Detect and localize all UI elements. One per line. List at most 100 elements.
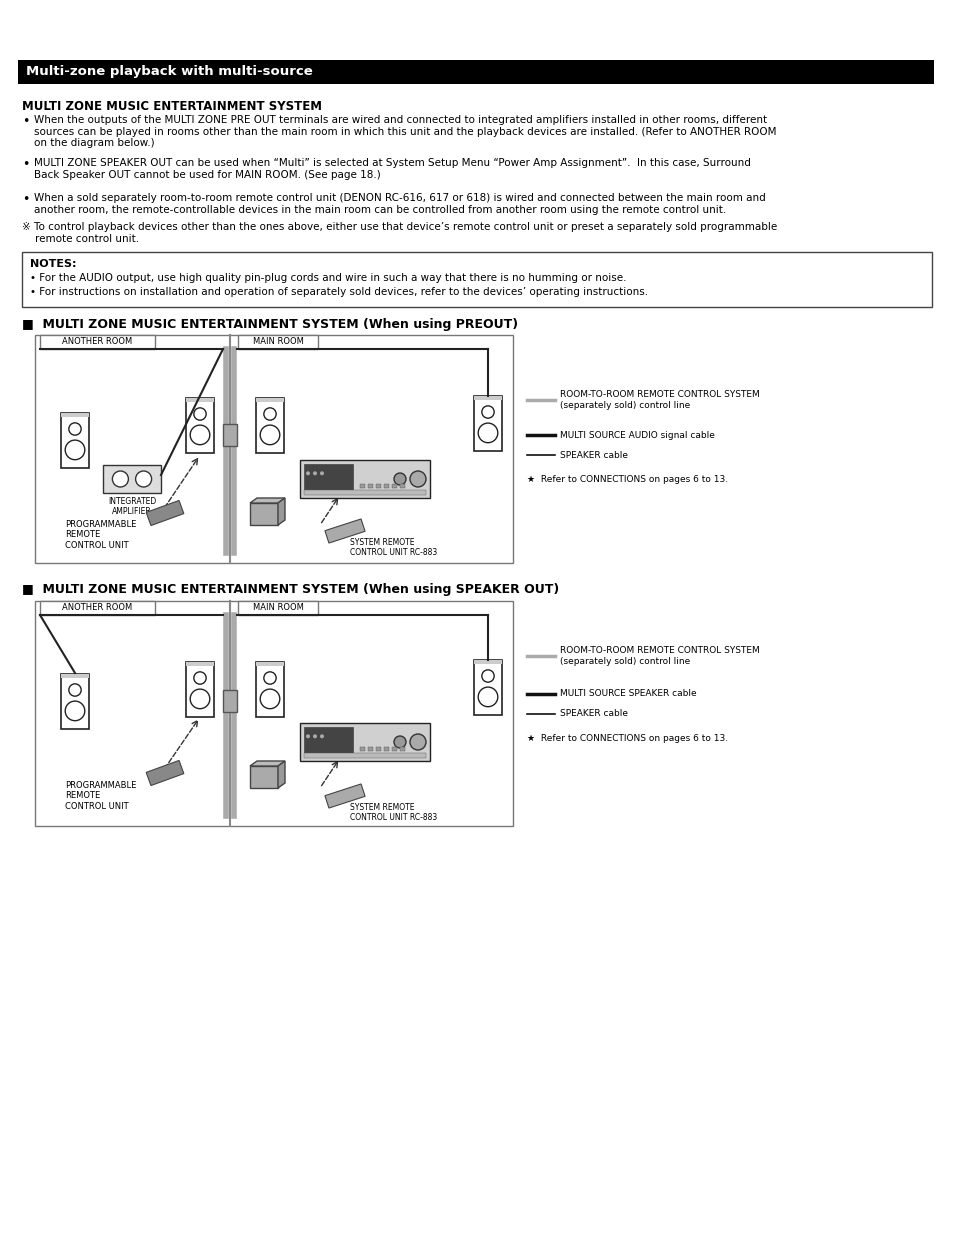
Polygon shape bbox=[277, 761, 285, 788]
Bar bbox=[359, 747, 365, 751]
Bar bbox=[40, 335, 154, 349]
Bar bbox=[359, 484, 365, 489]
Text: MAIN ROOM: MAIN ROOM bbox=[253, 338, 303, 346]
Bar bbox=[304, 464, 353, 492]
Circle shape bbox=[264, 672, 275, 684]
Circle shape bbox=[190, 426, 210, 444]
Circle shape bbox=[193, 672, 206, 684]
Bar bbox=[186, 397, 213, 402]
Polygon shape bbox=[146, 501, 184, 526]
Circle shape bbox=[190, 689, 210, 709]
Text: PROGRAMMABLE
REMOTE
CONTROL UNIT: PROGRAMMABLE REMOTE CONTROL UNIT bbox=[65, 520, 136, 549]
Text: PROGRAMMABLE
REMOTE
CONTROL UNIT: PROGRAMMABLE REMOTE CONTROL UNIT bbox=[65, 781, 136, 810]
Polygon shape bbox=[250, 499, 285, 503]
Bar bbox=[299, 722, 430, 761]
Circle shape bbox=[112, 471, 129, 487]
Text: ROOM-TO-ROOM REMOTE CONTROL SYSTEM
(separately sold) control line: ROOM-TO-ROOM REMOTE CONTROL SYSTEM (sepa… bbox=[559, 646, 759, 666]
Bar bbox=[61, 673, 89, 678]
Bar bbox=[299, 460, 430, 499]
Bar bbox=[392, 747, 396, 751]
Text: •: • bbox=[22, 158, 30, 171]
Circle shape bbox=[306, 471, 310, 475]
Bar bbox=[255, 397, 284, 453]
Bar bbox=[368, 484, 373, 489]
Text: MAIN ROOM: MAIN ROOM bbox=[253, 604, 303, 612]
Text: MULTI SOURCE SPEAKER cable: MULTI SOURCE SPEAKER cable bbox=[559, 689, 696, 699]
Bar bbox=[384, 484, 389, 489]
Bar bbox=[237, 335, 317, 349]
Text: MULTI ZONE MUSIC ENTERTAINMENT SYSTEM: MULTI ZONE MUSIC ENTERTAINMENT SYSTEM bbox=[22, 100, 322, 113]
Bar bbox=[61, 412, 89, 468]
Text: ROOM-TO-ROOM REMOTE CONTROL SYSTEM
(separately sold) control line: ROOM-TO-ROOM REMOTE CONTROL SYSTEM (sepa… bbox=[559, 391, 759, 409]
Text: ★  Refer to CONNECTIONS on pages 6 to 13.: ★ Refer to CONNECTIONS on pages 6 to 13. bbox=[526, 734, 727, 743]
Bar bbox=[474, 396, 501, 450]
Circle shape bbox=[477, 687, 497, 706]
Bar bbox=[61, 412, 89, 417]
Text: When a sold separately room-to-room remote control unit (DENON RC-616, 617 or 61: When a sold separately room-to-room remo… bbox=[34, 193, 765, 214]
Circle shape bbox=[319, 735, 324, 738]
Text: • For instructions on installation and operation of separately sold devices, ref: • For instructions on installation and o… bbox=[30, 287, 647, 297]
Bar bbox=[22, 252, 931, 307]
Text: ★  Refer to CONNECTIONS on pages 6 to 13.: ★ Refer to CONNECTIONS on pages 6 to 13. bbox=[526, 475, 727, 484]
Text: SYSTEM REMOTE
CONTROL UNIT RC-883: SYSTEM REMOTE CONTROL UNIT RC-883 bbox=[350, 538, 436, 558]
Polygon shape bbox=[325, 520, 365, 543]
Circle shape bbox=[193, 408, 206, 421]
Polygon shape bbox=[277, 499, 285, 524]
Bar bbox=[255, 662, 284, 666]
Bar bbox=[255, 397, 284, 402]
Bar bbox=[255, 662, 284, 716]
Bar bbox=[392, 484, 396, 489]
Circle shape bbox=[481, 406, 494, 418]
Bar bbox=[304, 753, 426, 758]
Bar bbox=[304, 727, 353, 755]
Text: •: • bbox=[22, 193, 30, 207]
Text: NOTES:: NOTES: bbox=[30, 259, 76, 268]
Text: ■  MULTI ZONE MUSIC ENTERTAINMENT SYSTEM (When using SPEAKER OUT): ■ MULTI ZONE MUSIC ENTERTAINMENT SYSTEM … bbox=[22, 583, 558, 596]
Bar bbox=[186, 397, 213, 453]
Bar bbox=[375, 484, 380, 489]
Circle shape bbox=[65, 440, 85, 460]
Text: When the outputs of the MULTI ZONE PRE OUT terminals are wired and connected to : When the outputs of the MULTI ZONE PRE O… bbox=[34, 115, 776, 148]
Bar bbox=[474, 659, 501, 715]
Circle shape bbox=[260, 426, 279, 444]
Bar bbox=[40, 601, 154, 615]
Circle shape bbox=[135, 471, 152, 487]
Text: SPEAKER cable: SPEAKER cable bbox=[559, 450, 627, 459]
Polygon shape bbox=[146, 761, 184, 785]
Bar bbox=[250, 503, 277, 524]
Bar bbox=[375, 747, 380, 751]
Text: ANOTHER ROOM: ANOTHER ROOM bbox=[62, 338, 132, 346]
Circle shape bbox=[264, 408, 275, 421]
Bar bbox=[18, 61, 933, 84]
Circle shape bbox=[410, 734, 426, 750]
Circle shape bbox=[410, 471, 426, 487]
Bar bbox=[186, 662, 213, 666]
Bar bbox=[384, 747, 389, 751]
Text: MULTI ZONE SPEAKER OUT can be used when “Multi” is selected at System Setup Menu: MULTI ZONE SPEAKER OUT can be used when … bbox=[34, 158, 750, 179]
Bar bbox=[399, 747, 405, 751]
Circle shape bbox=[481, 670, 494, 682]
Circle shape bbox=[69, 684, 81, 696]
Bar bbox=[474, 659, 501, 663]
Bar bbox=[474, 396, 501, 400]
Text: MULTI SOURCE AUDIO signal cable: MULTI SOURCE AUDIO signal cable bbox=[559, 430, 714, 439]
Circle shape bbox=[319, 471, 324, 475]
Circle shape bbox=[69, 423, 81, 435]
Bar bbox=[35, 601, 513, 826]
Text: SYSTEM REMOTE
CONTROL UNIT RC-883: SYSTEM REMOTE CONTROL UNIT RC-883 bbox=[350, 803, 436, 823]
Text: ※ To control playback devices other than the ones above, either use that device’: ※ To control playback devices other than… bbox=[22, 221, 777, 244]
Bar bbox=[223, 424, 236, 447]
Text: INTEGRATED
AMPLIFIER: INTEGRATED AMPLIFIER bbox=[108, 497, 156, 516]
Circle shape bbox=[65, 701, 85, 721]
Circle shape bbox=[394, 736, 406, 748]
Bar bbox=[35, 335, 513, 563]
Circle shape bbox=[260, 689, 279, 709]
Text: SPEAKER cable: SPEAKER cable bbox=[559, 710, 627, 719]
Bar bbox=[304, 490, 426, 495]
Text: Multi-zone playback with multi-source: Multi-zone playback with multi-source bbox=[26, 66, 313, 78]
Text: ■  MULTI ZONE MUSIC ENTERTAINMENT SYSTEM (When using PREOUT): ■ MULTI ZONE MUSIC ENTERTAINMENT SYSTEM … bbox=[22, 318, 517, 332]
Bar bbox=[250, 766, 277, 788]
Bar bbox=[368, 747, 373, 751]
Text: ANOTHER ROOM: ANOTHER ROOM bbox=[62, 604, 132, 612]
Circle shape bbox=[394, 473, 406, 485]
